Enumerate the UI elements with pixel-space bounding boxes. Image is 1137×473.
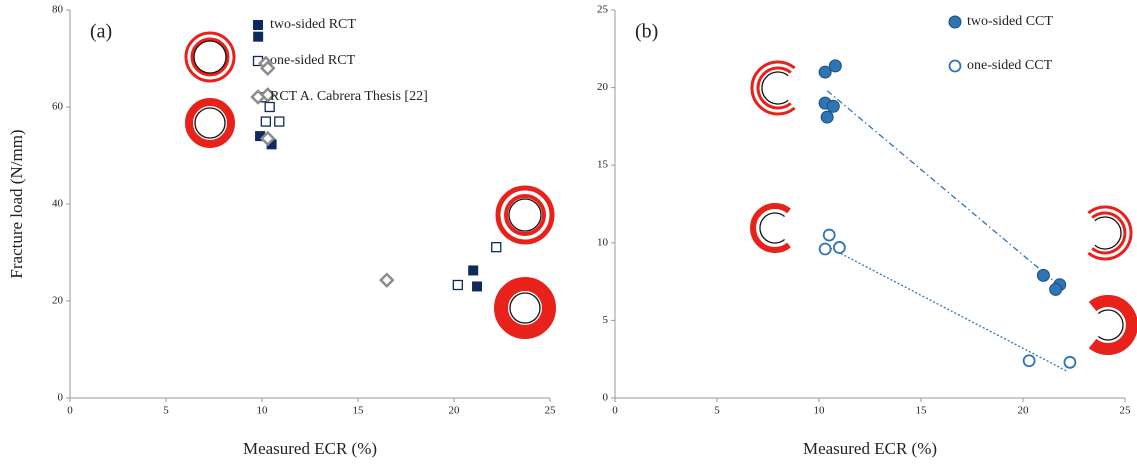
- marker: [275, 117, 284, 126]
- marker: [492, 243, 501, 252]
- x-tick-label: 0: [612, 405, 618, 417]
- x-tick-label: 15: [916, 405, 928, 417]
- marker: [1064, 357, 1075, 368]
- y-tick-label: 20: [597, 81, 609, 93]
- legend-label: RCT A. Cabrera Thesis [22]: [270, 89, 428, 104]
- x-tick-label: 5: [714, 405, 720, 417]
- x-tick-label: 10: [257, 405, 269, 417]
- x-axis-label: Measured ECR (%): [803, 439, 937, 458]
- legend-label: one-sided RCT: [270, 53, 356, 68]
- marker: [468, 265, 478, 275]
- marker: [834, 242, 845, 253]
- marker: [472, 281, 482, 291]
- marker: [821, 111, 833, 123]
- legend-marker: [253, 20, 263, 30]
- marker: [261, 117, 270, 126]
- y-tick-label: 20: [52, 295, 64, 307]
- marker: [1024, 355, 1035, 366]
- marker: [1037, 269, 1049, 281]
- legend-label: two-sided CCT: [967, 14, 1053, 29]
- x-axis-label: Measured ECR (%): [243, 439, 377, 458]
- panel-label: (b): [635, 21, 658, 43]
- icon: [1095, 217, 1121, 249]
- x-tick-label: 0: [67, 405, 73, 417]
- x-tick-label: 20: [1018, 405, 1030, 417]
- y-tick-label: 40: [52, 198, 64, 210]
- x-tick-label: 5: [163, 405, 169, 417]
- marker: [820, 244, 831, 255]
- legend-marker: [949, 16, 961, 28]
- y-tick-label: 0: [603, 392, 609, 404]
- legend-label: two-sided RCT: [270, 17, 356, 32]
- icon: [753, 206, 789, 250]
- marker: [381, 274, 393, 286]
- legend-marker: [950, 61, 961, 72]
- icon: [195, 108, 225, 138]
- x-tick-label: 20: [449, 405, 461, 417]
- marker: [829, 60, 841, 72]
- trendline: [827, 91, 1064, 290]
- x-tick-label: 25: [545, 405, 557, 417]
- figure: 0 5 10 15 20 25 0 20 40 60 80 (a) Measured ECR (%) Fr…: [0, 0, 1137, 468]
- icon: [194, 41, 226, 73]
- panel-label: (a): [90, 21, 112, 43]
- icon: [509, 199, 541, 231]
- ring-icons: [186, 33, 1132, 349]
- icon: [1093, 301, 1132, 349]
- y-tick-label: 60: [52, 101, 64, 113]
- marker: [453, 280, 462, 289]
- marker: [253, 32, 263, 42]
- y-tick-label: 0: [58, 392, 64, 404]
- legend-label: one-sided CCT: [967, 58, 1053, 73]
- y-tick-label: 25: [597, 4, 609, 16]
- marker: [824, 230, 835, 241]
- icon: [762, 72, 788, 104]
- x-tick-label: 25: [1120, 405, 1132, 417]
- y-tick-label: 80: [52, 4, 64, 16]
- y-tick-label: 10: [597, 236, 609, 248]
- marker: [1050, 283, 1062, 295]
- y-tick-label: 5: [603, 314, 609, 326]
- y-axis-label: Fracture load (N/mm): [7, 129, 26, 278]
- trendline: [823, 244, 1068, 371]
- icon: [1098, 310, 1123, 340]
- icon: [510, 293, 540, 323]
- y-tick-label: 15: [597, 159, 609, 171]
- x-tick-label: 15: [353, 405, 365, 417]
- marker: [827, 100, 839, 112]
- icon: [760, 213, 785, 243]
- x-tick-label: 10: [814, 405, 826, 417]
